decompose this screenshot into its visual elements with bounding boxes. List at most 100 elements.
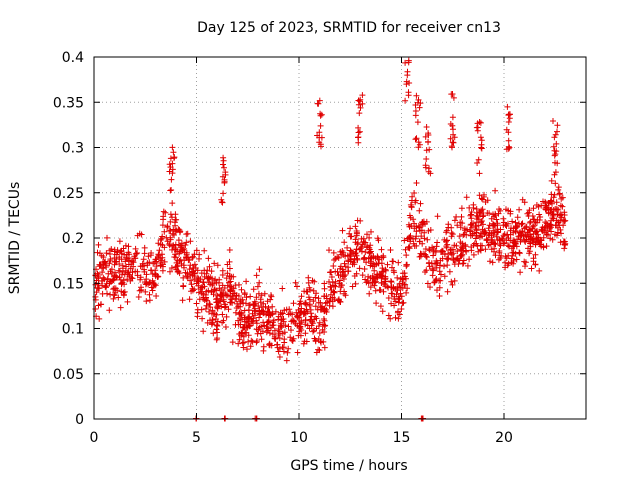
data-point [373, 261, 380, 268]
data-point [310, 328, 316, 335]
data-point [172, 216, 179, 223]
data-point [476, 234, 483, 241]
data-point [211, 287, 218, 294]
data-point [356, 128, 363, 135]
data-point [378, 273, 385, 280]
data-point [558, 230, 564, 237]
data-point [222, 169, 229, 176]
data-point [550, 143, 557, 150]
data-point [110, 295, 117, 302]
data-point [562, 242, 568, 248]
data-point [302, 330, 309, 337]
data-point [356, 265, 363, 272]
data-point [548, 222, 555, 229]
data-point [108, 246, 115, 253]
data-point [113, 251, 120, 258]
data-point [208, 268, 215, 275]
x-tick-label: 10 [290, 430, 308, 446]
data-point [364, 231, 370, 238]
data-point [328, 274, 335, 280]
data-point [348, 233, 355, 240]
data-point [430, 252, 437, 259]
y-axis-label: SRMTID / TECUs [7, 182, 23, 295]
data-point [347, 258, 354, 265]
data-point [331, 289, 338, 296]
data-point [457, 252, 464, 259]
data-point [450, 126, 456, 133]
data-point [302, 321, 309, 328]
data-point [150, 260, 157, 267]
data-point [308, 322, 315, 329]
data-point [413, 180, 420, 186]
data-point [414, 119, 421, 126]
data-point [479, 213, 486, 220]
data-point [488, 239, 495, 246]
data-point [355, 239, 361, 246]
data-point [367, 242, 374, 249]
data-point [248, 337, 255, 344]
data-point [257, 299, 264, 306]
data-point [169, 160, 176, 167]
y-tick-label: 0.05 [53, 367, 84, 383]
data-point [154, 253, 161, 260]
data-point [159, 222, 166, 229]
data-point [341, 260, 348, 267]
data-point [406, 245, 413, 252]
data-point [137, 274, 144, 281]
data-point [344, 244, 351, 251]
data-point [449, 281, 456, 288]
data-point [413, 135, 420, 142]
data-point [432, 249, 439, 255]
data-point [241, 290, 248, 296]
data-point [496, 248, 503, 254]
data-point [375, 237, 382, 244]
data-point [337, 298, 343, 305]
data-point [340, 249, 347, 256]
data-point [412, 108, 419, 114]
data-point [506, 243, 513, 250]
data-point [411, 190, 418, 196]
data-point [213, 336, 220, 343]
data-point [555, 184, 562, 191]
data-point [403, 81, 410, 88]
data-point [173, 227, 180, 234]
data-point [488, 215, 495, 222]
data-point [345, 264, 351, 271]
data-point [487, 258, 493, 265]
data-point [316, 330, 323, 336]
data-point [448, 224, 455, 231]
data-point [134, 250, 141, 256]
data-point [436, 293, 443, 299]
x-tick-label: 0 [90, 430, 99, 446]
data-point [269, 322, 276, 329]
data-point [183, 231, 190, 238]
data-point [96, 261, 103, 268]
data-point [540, 244, 547, 251]
data-point [102, 283, 109, 290]
x-tick-label: 20 [495, 430, 513, 446]
data-point [206, 263, 213, 270]
data-point [305, 279, 312, 286]
data-point [433, 257, 440, 264]
data-point [238, 286, 245, 293]
data-point [512, 219, 519, 226]
data-point [448, 233, 455, 240]
data-point [271, 334, 278, 340]
data-point [475, 222, 482, 229]
data-point [121, 281, 128, 288]
data-point [336, 280, 343, 287]
data-point [558, 211, 565, 218]
data-point [470, 220, 476, 227]
data-point [376, 256, 383, 263]
data-point [458, 205, 465, 212]
data-point [366, 234, 373, 241]
data-point [459, 220, 466, 227]
data-point [298, 309, 304, 316]
data-point [315, 336, 322, 342]
data-point [254, 283, 261, 290]
data-point [506, 111, 513, 118]
data-point [315, 100, 322, 107]
data-point [449, 114, 456, 121]
data-point [402, 246, 409, 253]
data-point [480, 212, 487, 219]
